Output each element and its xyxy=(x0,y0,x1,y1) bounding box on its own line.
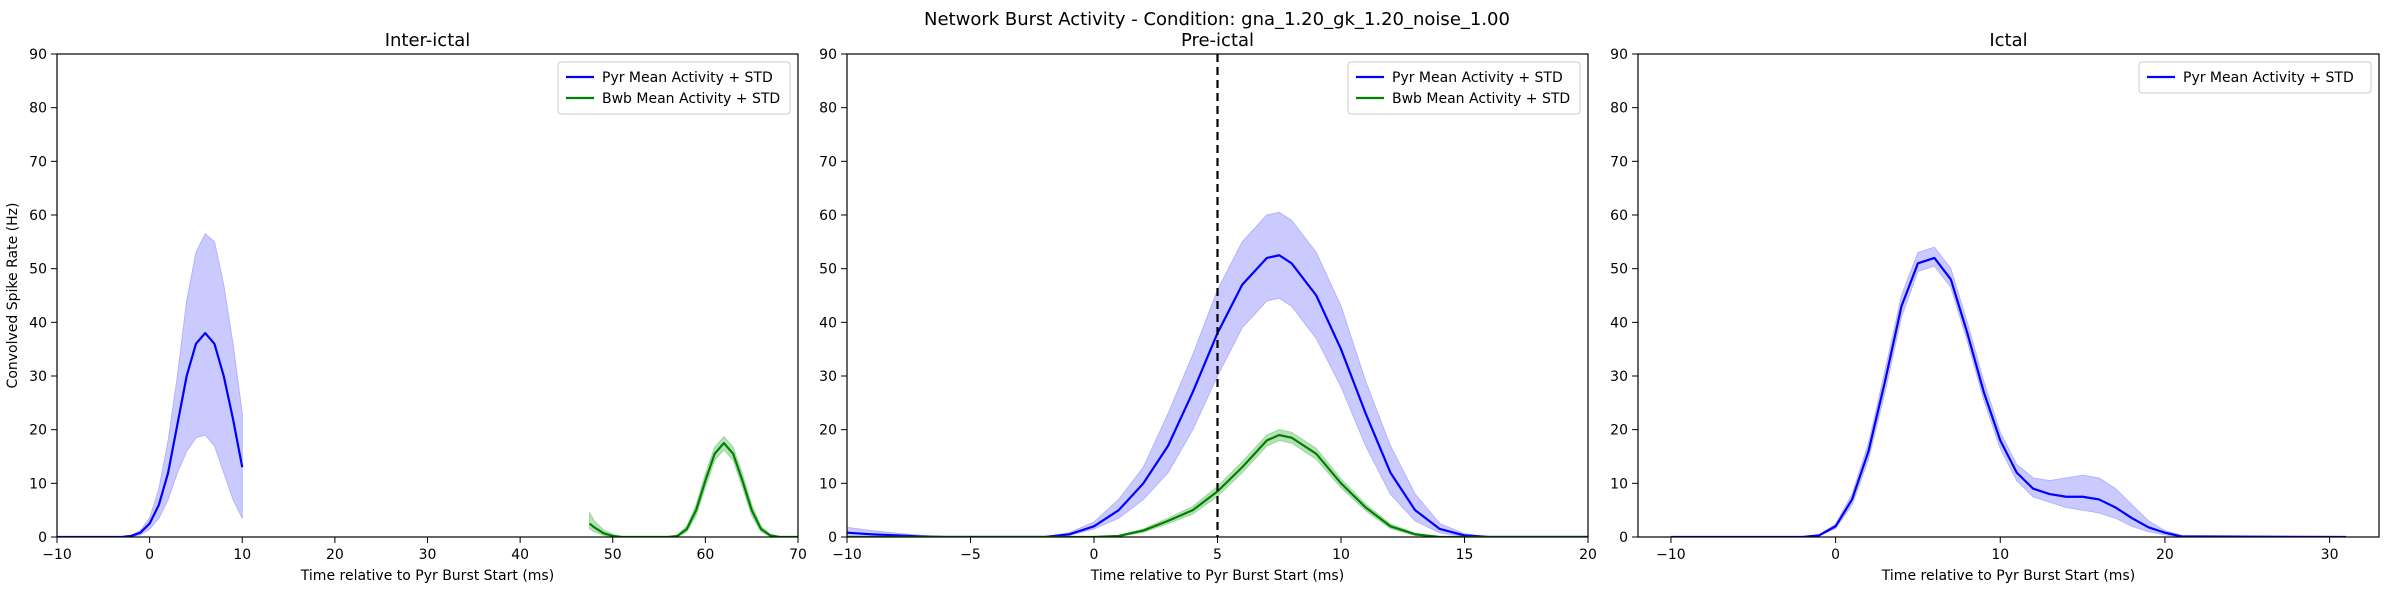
x-tick-label: 20 xyxy=(2156,547,2174,563)
x-tick-label: 0 xyxy=(145,547,154,563)
chart-title: Pre-ictal xyxy=(1181,30,1254,51)
x-tick-label: −10 xyxy=(832,547,862,563)
y-tick-label: 0 xyxy=(1619,530,1628,546)
x-tick-label: 30 xyxy=(419,547,437,563)
x-tick-label: 10 xyxy=(1991,547,2009,563)
y-tick-label: 60 xyxy=(819,208,837,224)
x-tick-label: 20 xyxy=(326,547,344,563)
legend-label: Pyr Mean Activity + STD xyxy=(2183,70,2354,86)
y-tick-label: 50 xyxy=(819,262,837,278)
plot-area xyxy=(1670,246,2347,537)
legend-label: Pyr Mean Activity + STD xyxy=(602,70,773,86)
x-tick-label: 10 xyxy=(233,547,251,563)
x-tick-label: −5 xyxy=(960,547,981,563)
x-tick-label: 30 xyxy=(2321,547,2339,563)
x-tick-label: −10 xyxy=(42,547,72,563)
legend-frame xyxy=(557,61,791,115)
y-tick-label: 30 xyxy=(29,369,47,385)
x-tick-label: 0 xyxy=(1831,547,1840,563)
y-tick-label: 40 xyxy=(1610,315,1628,331)
y-tick-label: 90 xyxy=(29,47,47,63)
chart-ictal: Ictal −10 0 10 20 30 0 10 20 30 40 50 60 70 80 90 Time r… xyxy=(1610,30,2380,584)
chart-inter-ictal: Inter-ictal−10 0 10 20 30 40 50 60 7001020304050… xyxy=(5,30,807,584)
chart-pre-ictal: Pre-ictal −10 −5 0 5 10 15 20 0 10 20 30 40 50 60 70 80 9… xyxy=(819,30,1597,584)
y-tick-label: 30 xyxy=(1610,369,1628,385)
x-tick-label: −10 xyxy=(1656,547,1686,563)
y-tick-label: 50 xyxy=(29,262,47,278)
y-axis-label: Convolved Spike Rate (Hz) xyxy=(5,203,21,389)
y-tick-label: 0 xyxy=(828,530,837,546)
x-tick-label: 50 xyxy=(604,547,622,563)
plot-area xyxy=(847,211,1588,537)
legend: Pyr Mean Activity + STD Bwb Mean Activity… xyxy=(557,61,791,115)
legend: Pyr Mean Activity + STD xyxy=(2138,61,2372,94)
y-tick-label: 60 xyxy=(1610,208,1628,224)
y-tick-label: 20 xyxy=(29,423,47,439)
y-tick-label: 70 xyxy=(1610,154,1628,170)
std-band-pyr-mean-activity-std xyxy=(57,232,243,537)
y-tick-label: 30 xyxy=(819,369,837,385)
plot-area xyxy=(57,232,798,537)
figure-title: Network Burst Activity - Condition: gna_… xyxy=(924,9,1510,30)
legend-frame xyxy=(2138,61,2372,94)
std-band-bwb-mean-activity-std xyxy=(847,429,1588,537)
mean-line-pyr-mean-activity-std xyxy=(847,254,1588,537)
legend-frame xyxy=(1347,61,1581,115)
x-tick-label: 0 xyxy=(1090,547,1099,563)
x-tick-label: 10 xyxy=(1332,547,1350,563)
y-tick-label: 90 xyxy=(819,47,837,63)
x-tick-label: 70 xyxy=(789,547,807,563)
x-tick-label: 40 xyxy=(511,547,529,563)
y-tick-label: 80 xyxy=(1610,101,1628,117)
axes-frame xyxy=(1637,53,2380,538)
chart-title: Ictal xyxy=(1989,30,2027,51)
x-tick-label: 15 xyxy=(1456,547,1474,563)
legend-label: Bwb Mean Activity + STD xyxy=(1392,91,1570,107)
y-tick-label: 10 xyxy=(819,476,837,492)
std-band-bwb-mean-activity-std xyxy=(589,435,798,537)
x-axis-label: Time relative to Pyr Burst Start (ms) xyxy=(300,568,554,584)
y-tick-label: 0 xyxy=(38,530,47,546)
y-tick-label: 50 xyxy=(1610,262,1628,278)
mean-line-bwb-mean-activity-std xyxy=(847,433,1588,537)
legend: Pyr Mean Activity + STD Bwb Mean Activity… xyxy=(1347,61,1581,115)
y-tick-label: 10 xyxy=(29,476,47,492)
y-tick-label: 20 xyxy=(819,423,837,439)
y-tick-label: 70 xyxy=(819,154,837,170)
x-tick-label: 5 xyxy=(1213,547,1222,563)
x-tick-label: 60 xyxy=(696,547,714,563)
x-axis-label: Time relative to Pyr Burst Start (ms) xyxy=(1881,568,2135,584)
y-tick-label: 80 xyxy=(819,101,837,117)
y-tick-label: 40 xyxy=(819,315,837,331)
std-band-pyr-mean-activity-std xyxy=(1670,246,2347,537)
chart-title: Inter-ictal xyxy=(385,30,471,51)
y-tick-label: 90 xyxy=(1610,47,1628,63)
y-tick-label: 60 xyxy=(29,208,47,224)
y-tick-label: 10 xyxy=(1610,476,1628,492)
y-tick-label: 70 xyxy=(29,154,47,170)
x-tick-label: 20 xyxy=(1579,547,1597,563)
y-tick-label: 80 xyxy=(29,101,47,117)
legend-label: Bwb Mean Activity + STD xyxy=(602,91,780,107)
x-axis-label: Time relative to Pyr Burst Start (ms) xyxy=(1090,568,1344,584)
y-tick-label: 20 xyxy=(1610,423,1628,439)
y-tick-label: 40 xyxy=(29,315,47,331)
mean-line-pyr-mean-activity-std xyxy=(57,331,244,537)
legend-label: Pyr Mean Activity + STD xyxy=(1392,70,1563,86)
mean-line-bwb-mean-activity-std xyxy=(588,441,798,537)
mean-line-pyr-mean-activity-std xyxy=(1670,256,2347,537)
